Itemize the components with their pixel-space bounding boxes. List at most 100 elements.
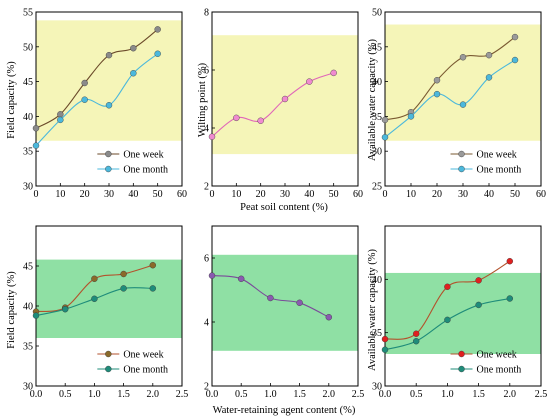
ylabel-field-capacity-top: Field capacity (%) (6, 61, 17, 139)
ytick-label-aw_peat: 45 (372, 42, 382, 53)
data-point-wp_agent-0-3 (296, 299, 303, 306)
data-point-aw_agent-0-3 (475, 277, 482, 284)
xtick-label-wp_peat: 20 (256, 189, 266, 200)
xtick-label-aw_peat: 20 (432, 189, 442, 200)
data-point-wp_peat-0-0 (208, 133, 216, 140)
data-point-fc_agent-0-2 (91, 275, 98, 282)
chart-fc_peat: 0 10 20 30 40 50 60 30 35 40 45 50 55 One week One mon… (23, 8, 187, 201)
data-point-fc_agent-1-4 (149, 285, 157, 292)
xtick-label-aw_agent: 1.5 (472, 389, 485, 400)
xtick-label-aw_peat: 30 (458, 189, 468, 200)
data-point-wp_peat-0-3 (281, 95, 289, 103)
data-point-wp_agent-0-0 (208, 272, 216, 279)
legend-marker-aw_agent-1 (458, 365, 465, 373)
band-aw_peat (385, 24, 541, 141)
xtick-label-wp_peat: 0 (210, 189, 215, 200)
ytick-label-aw_peat: 30 (372, 147, 382, 158)
legend-label-fc_peat-0: One week (123, 150, 163, 161)
legend-label-aw_peat-0: One week (477, 150, 517, 161)
xtick-label-fc_agent: 0.0 (30, 389, 43, 400)
ylabel-field-capacity-bottom: Field capacity (%) (6, 271, 17, 349)
ytick-label-fc_peat: 30 (23, 182, 33, 193)
ytick-label-aw_peat: 50 (372, 8, 382, 19)
band-wp_agent (212, 254, 358, 351)
ytick-label-fc_peat: 55 (23, 8, 33, 19)
ylabel-available-water-bottom: Available water capacity (%) (367, 249, 378, 371)
data-point-aw_agent-0-4 (506, 258, 513, 265)
chart-wp_peat: 0 10 20 30 40 50 60 2 4 6 8 (204, 8, 363, 201)
band-fc_agent (36, 259, 182, 338)
ytick-label-fc_peat: 40 (23, 112, 33, 123)
xtick-label-fc_agent: 2.5 (176, 389, 189, 400)
xtick-label-fc_peat: 30 (104, 189, 114, 200)
data-point-fc_peat-1-1 (57, 116, 64, 124)
data-point-wp_agent-0-2 (267, 294, 274, 302)
xtick-label-aw_agent: 2.0 (504, 389, 517, 400)
data-point-fc_peat-1-3 (105, 102, 113, 109)
xtick-label-wp_agent: 0.0 (206, 389, 219, 400)
xtick-label-wp_agent: 0.5 (235, 389, 248, 400)
chart-fc_agent: 0.0 0.5 1.0 1.5 2.0 2.5 30 35 40 45 One week One mo… (23, 225, 189, 400)
ytick-label-wp_peat: 4 (204, 124, 209, 135)
data-point-fc_agent-1-1 (61, 306, 69, 313)
data-point-aw_peat-1-0 (381, 134, 389, 141)
xlabel-peat-soil: Peat soil content (%) (240, 202, 328, 213)
xtick-label-wp_agent: 2.0 (323, 389, 336, 400)
ytick-label-wp_agent: 6 (204, 254, 209, 265)
frame-aw_agent (384, 225, 542, 387)
data-point-fc_agent-1-3 (120, 285, 127, 292)
legend-label-aw_agent-0: One week (477, 350, 517, 361)
legend-marker-fc_peat-1 (105, 165, 112, 173)
ytick-label-aw_agent: 30 (372, 382, 382, 393)
data-point-wp_peat-0-2 (257, 117, 264, 124)
legend-label-fc_peat-1: One month (123, 165, 168, 176)
ylabel-available-water-top: Available water capacity (%) (367, 39, 378, 161)
legend-marker-fc_peat-0 (105, 150, 112, 158)
legend-marker-fc_agent-1 (105, 365, 112, 373)
data-point-fc_peat-1-5 (154, 50, 161, 57)
ytick-label-fc_peat: 45 (23, 77, 33, 88)
data-point-aw_peat-1-3 (459, 101, 467, 108)
data-point-aw_peat-1-1 (407, 113, 415, 120)
xtick-label-wp_agent: 2.5 (352, 389, 365, 400)
ytick-label-wp_peat: 8 (204, 8, 209, 19)
legend-marker-fc_agent-0 (105, 350, 112, 358)
data-point-fc_agent-1-0 (32, 312, 40, 319)
data-point-aw_agent-1-0 (381, 346, 389, 353)
data-point-aw_peat-0-2 (433, 77, 441, 84)
data-point-fc_peat-1-4 (130, 70, 137, 77)
ytick-label-fc_agent: 45 (23, 262, 33, 273)
data-point-fc_agent-0-3 (120, 270, 127, 278)
data-point-aw_peat-0-3 (459, 54, 467, 61)
ytick-label-fc_agent: 40 (23, 302, 33, 313)
data-point-aw_agent-0-1 (413, 330, 420, 337)
data-point-aw_agent-0-0 (381, 335, 389, 343)
xtick-label-wp_agent: 1.5 (293, 389, 306, 400)
xtick-label-fc_peat: 40 (128, 189, 138, 200)
data-point-fc_peat-1-0 (32, 142, 40, 149)
data-point-fc_peat-0-0 (32, 125, 40, 132)
data-point-fc_peat-0-3 (105, 51, 113, 59)
chart-wp_agent: 0.0 0.5 1.0 1.5 2.0 2.5 2 4 6 (204, 225, 365, 400)
data-point-wp_agent-0-4 (325, 314, 332, 321)
ytick-label-aw_peat: 35 (372, 112, 382, 123)
data-point-wp_peat-0-4 (306, 78, 313, 85)
xtick-label-aw_agent: 1.0 (441, 389, 454, 400)
xtick-label-fc_agent: 0.5 (59, 389, 72, 400)
legend-marker-aw_peat-1 (458, 165, 465, 173)
ytick-label-fc_agent: 35 (23, 342, 33, 353)
xtick-label-wp_peat: 30 (280, 189, 290, 200)
data-point-fc_peat-0-4 (130, 44, 137, 52)
xtick-label-aw_agent: 0.5 (410, 389, 423, 400)
legend-label-fc_agent-0: One week (123, 350, 163, 361)
xtick-label-wp_peat: 40 (304, 189, 314, 200)
xtick-label-fc_agent: 2.0 (147, 389, 160, 400)
ytick-label-fc_peat: 35 (23, 147, 33, 158)
ytick-label-aw_peat: 40 (372, 77, 382, 88)
xtick-label-fc_peat: 10 (55, 189, 65, 200)
xtick-label-aw_peat: 0 (383, 189, 388, 200)
data-point-fc_agent-0-4 (149, 262, 157, 269)
legend-label-aw_peat-1: One month (477, 165, 522, 176)
xtick-label-aw_peat: 50 (510, 189, 520, 200)
